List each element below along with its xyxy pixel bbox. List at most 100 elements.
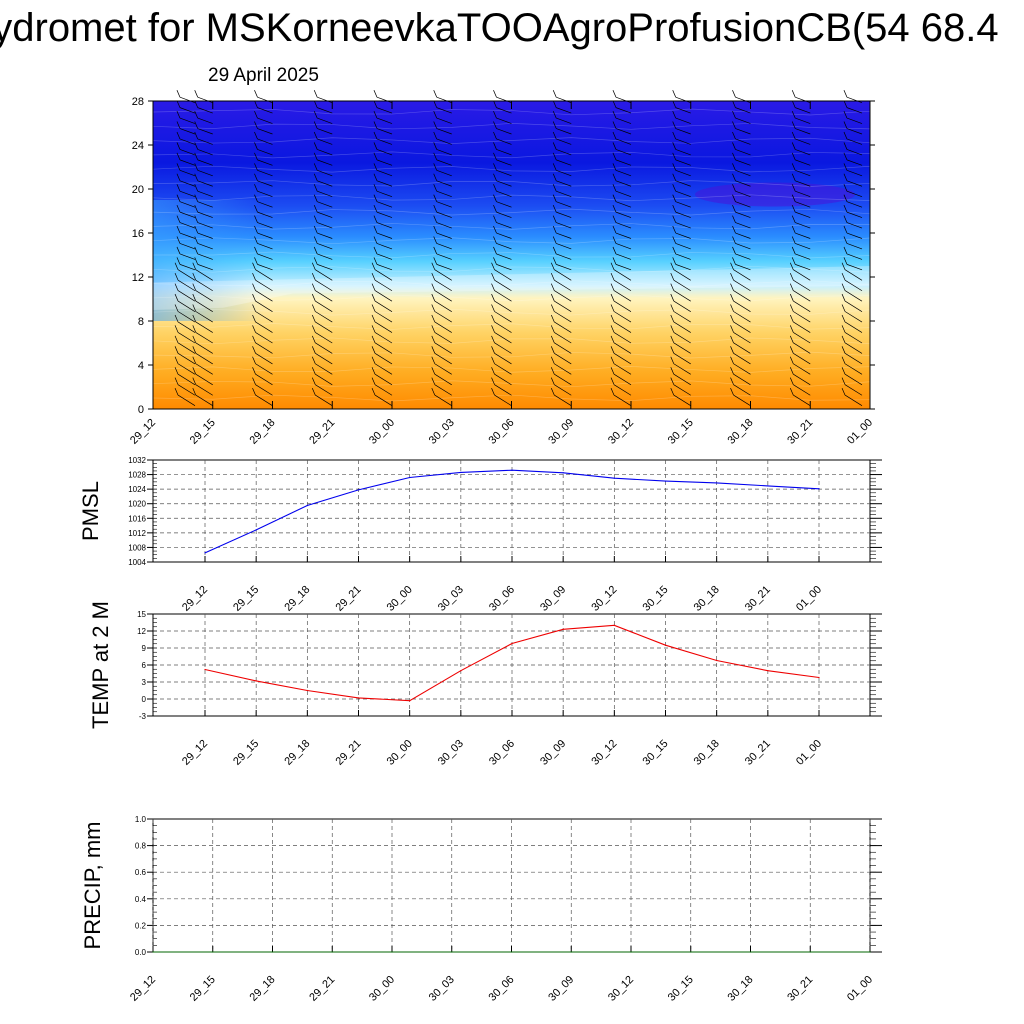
wind-barb bbox=[615, 253, 632, 260]
wind-barb bbox=[496, 243, 512, 250]
wind-barb bbox=[496, 180, 512, 187]
x-tick-label: 29_12 bbox=[180, 738, 210, 768]
wind-barb-flag bbox=[252, 262, 256, 270]
wind-barb bbox=[436, 138, 452, 145]
x-tick-label: 30_15 bbox=[641, 738, 671, 768]
wind-barb bbox=[374, 373, 393, 386]
wind-barb-flag bbox=[550, 387, 555, 396]
wind-barb-flag bbox=[843, 184, 848, 192]
wind-barb bbox=[675, 211, 691, 218]
wind-barb bbox=[613, 373, 632, 386]
wind-barb-flag bbox=[552, 184, 557, 192]
wind-barb-flag bbox=[789, 325, 794, 333]
wind-barb-flag bbox=[192, 346, 197, 354]
wind-barb-flag bbox=[670, 346, 675, 354]
data-point bbox=[306, 504, 308, 507]
wind-barb-flag bbox=[254, 204, 258, 213]
wind-barb bbox=[317, 138, 333, 145]
wind-barb-flag bbox=[373, 110, 378, 119]
wind-barb-flag bbox=[672, 100, 677, 108]
x-tick-label: 30_06 bbox=[487, 738, 517, 768]
wind-barb-flag bbox=[791, 236, 796, 244]
wind-barb bbox=[554, 300, 572, 312]
wind-barb-flag bbox=[254, 90, 258, 98]
wind-barb bbox=[376, 117, 393, 124]
wind-barb bbox=[315, 300, 333, 312]
wind-barb-flag bbox=[192, 314, 197, 323]
wind-barb-flag bbox=[311, 335, 316, 343]
y-tick-label: 12 bbox=[132, 272, 144, 284]
wind-barb-flag bbox=[730, 262, 734, 270]
wind-barb-flag bbox=[371, 356, 376, 364]
wind-barb-flag bbox=[730, 304, 734, 312]
wind-barb bbox=[844, 332, 863, 344]
x-tick-label: 30_03 bbox=[427, 417, 457, 447]
wind-barb-flag bbox=[371, 273, 376, 281]
wind-barb-flag bbox=[311, 356, 316, 364]
wind-barb-flag bbox=[610, 283, 615, 291]
wind-barb bbox=[494, 279, 512, 292]
wind-barb bbox=[177, 394, 196, 406]
profile-field bbox=[153, 101, 870, 409]
data-point bbox=[869, 951, 871, 953]
wind-barb bbox=[255, 311, 273, 323]
wind-barb-flag bbox=[192, 262, 197, 270]
wind-barb-flag bbox=[431, 314, 436, 323]
wind-barb bbox=[376, 96, 393, 103]
wind-barb bbox=[556, 190, 572, 198]
wind-barb bbox=[374, 332, 393, 344]
wind-barb-flag bbox=[672, 246, 677, 255]
wind-barb bbox=[374, 363, 393, 375]
contour-line bbox=[152, 137, 871, 144]
wind-barb bbox=[317, 128, 333, 135]
wind-barb bbox=[615, 190, 632, 198]
x-tick-label: 29_18 bbox=[282, 738, 312, 768]
wind-barb-flag bbox=[672, 257, 677, 265]
chart-subtitle: 29 April 2025 bbox=[208, 65, 319, 86]
wind-barb bbox=[795, 128, 811, 135]
wind-barb-flag bbox=[843, 246, 848, 255]
x-tick-label: 30_09 bbox=[546, 417, 576, 447]
wind-barb-flag bbox=[841, 314, 846, 323]
wind-barb-flag bbox=[493, 194, 497, 202]
wind-barb-flag bbox=[791, 184, 796, 192]
wind-barb-flag bbox=[791, 110, 796, 119]
wind-barb-flag bbox=[672, 121, 677, 129]
wind-barb-flag bbox=[491, 377, 495, 385]
wind-barb bbox=[257, 169, 273, 177]
x-tick-label: 30_21 bbox=[785, 974, 815, 1004]
wind-barb-flag bbox=[791, 163, 796, 171]
wind-barb bbox=[795, 211, 811, 218]
wind-barb-flag bbox=[373, 246, 378, 255]
x-tick-label: 30_21 bbox=[743, 738, 773, 768]
wind-barb bbox=[844, 300, 863, 312]
wind-barb-flag bbox=[672, 131, 677, 140]
wind-barb-flag bbox=[373, 90, 378, 98]
wind-barb-flag bbox=[194, 152, 199, 161]
wind-barb bbox=[673, 384, 691, 396]
x-tick-label: 30_15 bbox=[641, 584, 671, 614]
wind-barb-flag bbox=[732, 184, 736, 192]
y-tick-label: 8 bbox=[138, 316, 144, 328]
wind-barb bbox=[179, 169, 196, 177]
wind-barb bbox=[735, 253, 751, 260]
wind-barb bbox=[374, 342, 393, 354]
wind-barb-flag bbox=[431, 377, 436, 385]
wind-barb-flag bbox=[493, 110, 497, 119]
wind-barb-flag bbox=[550, 262, 555, 270]
wind-barb bbox=[496, 149, 512, 156]
wind-barb-flag bbox=[789, 314, 794, 323]
wind-barb-flag bbox=[491, 314, 495, 323]
wind-barb bbox=[735, 264, 751, 271]
wind-barb-flag bbox=[431, 367, 436, 375]
wind-barb-flag bbox=[843, 100, 848, 108]
wind-barb bbox=[496, 107, 512, 114]
wind-barb bbox=[673, 311, 691, 323]
wind-barb bbox=[255, 373, 273, 386]
wind-barb bbox=[615, 201, 632, 208]
wind-barb-flag bbox=[174, 346, 179, 354]
contour-line bbox=[152, 151, 871, 159]
wind-barb bbox=[844, 384, 863, 396]
wind-barb bbox=[376, 222, 393, 229]
wind-barb-flag bbox=[550, 325, 555, 333]
